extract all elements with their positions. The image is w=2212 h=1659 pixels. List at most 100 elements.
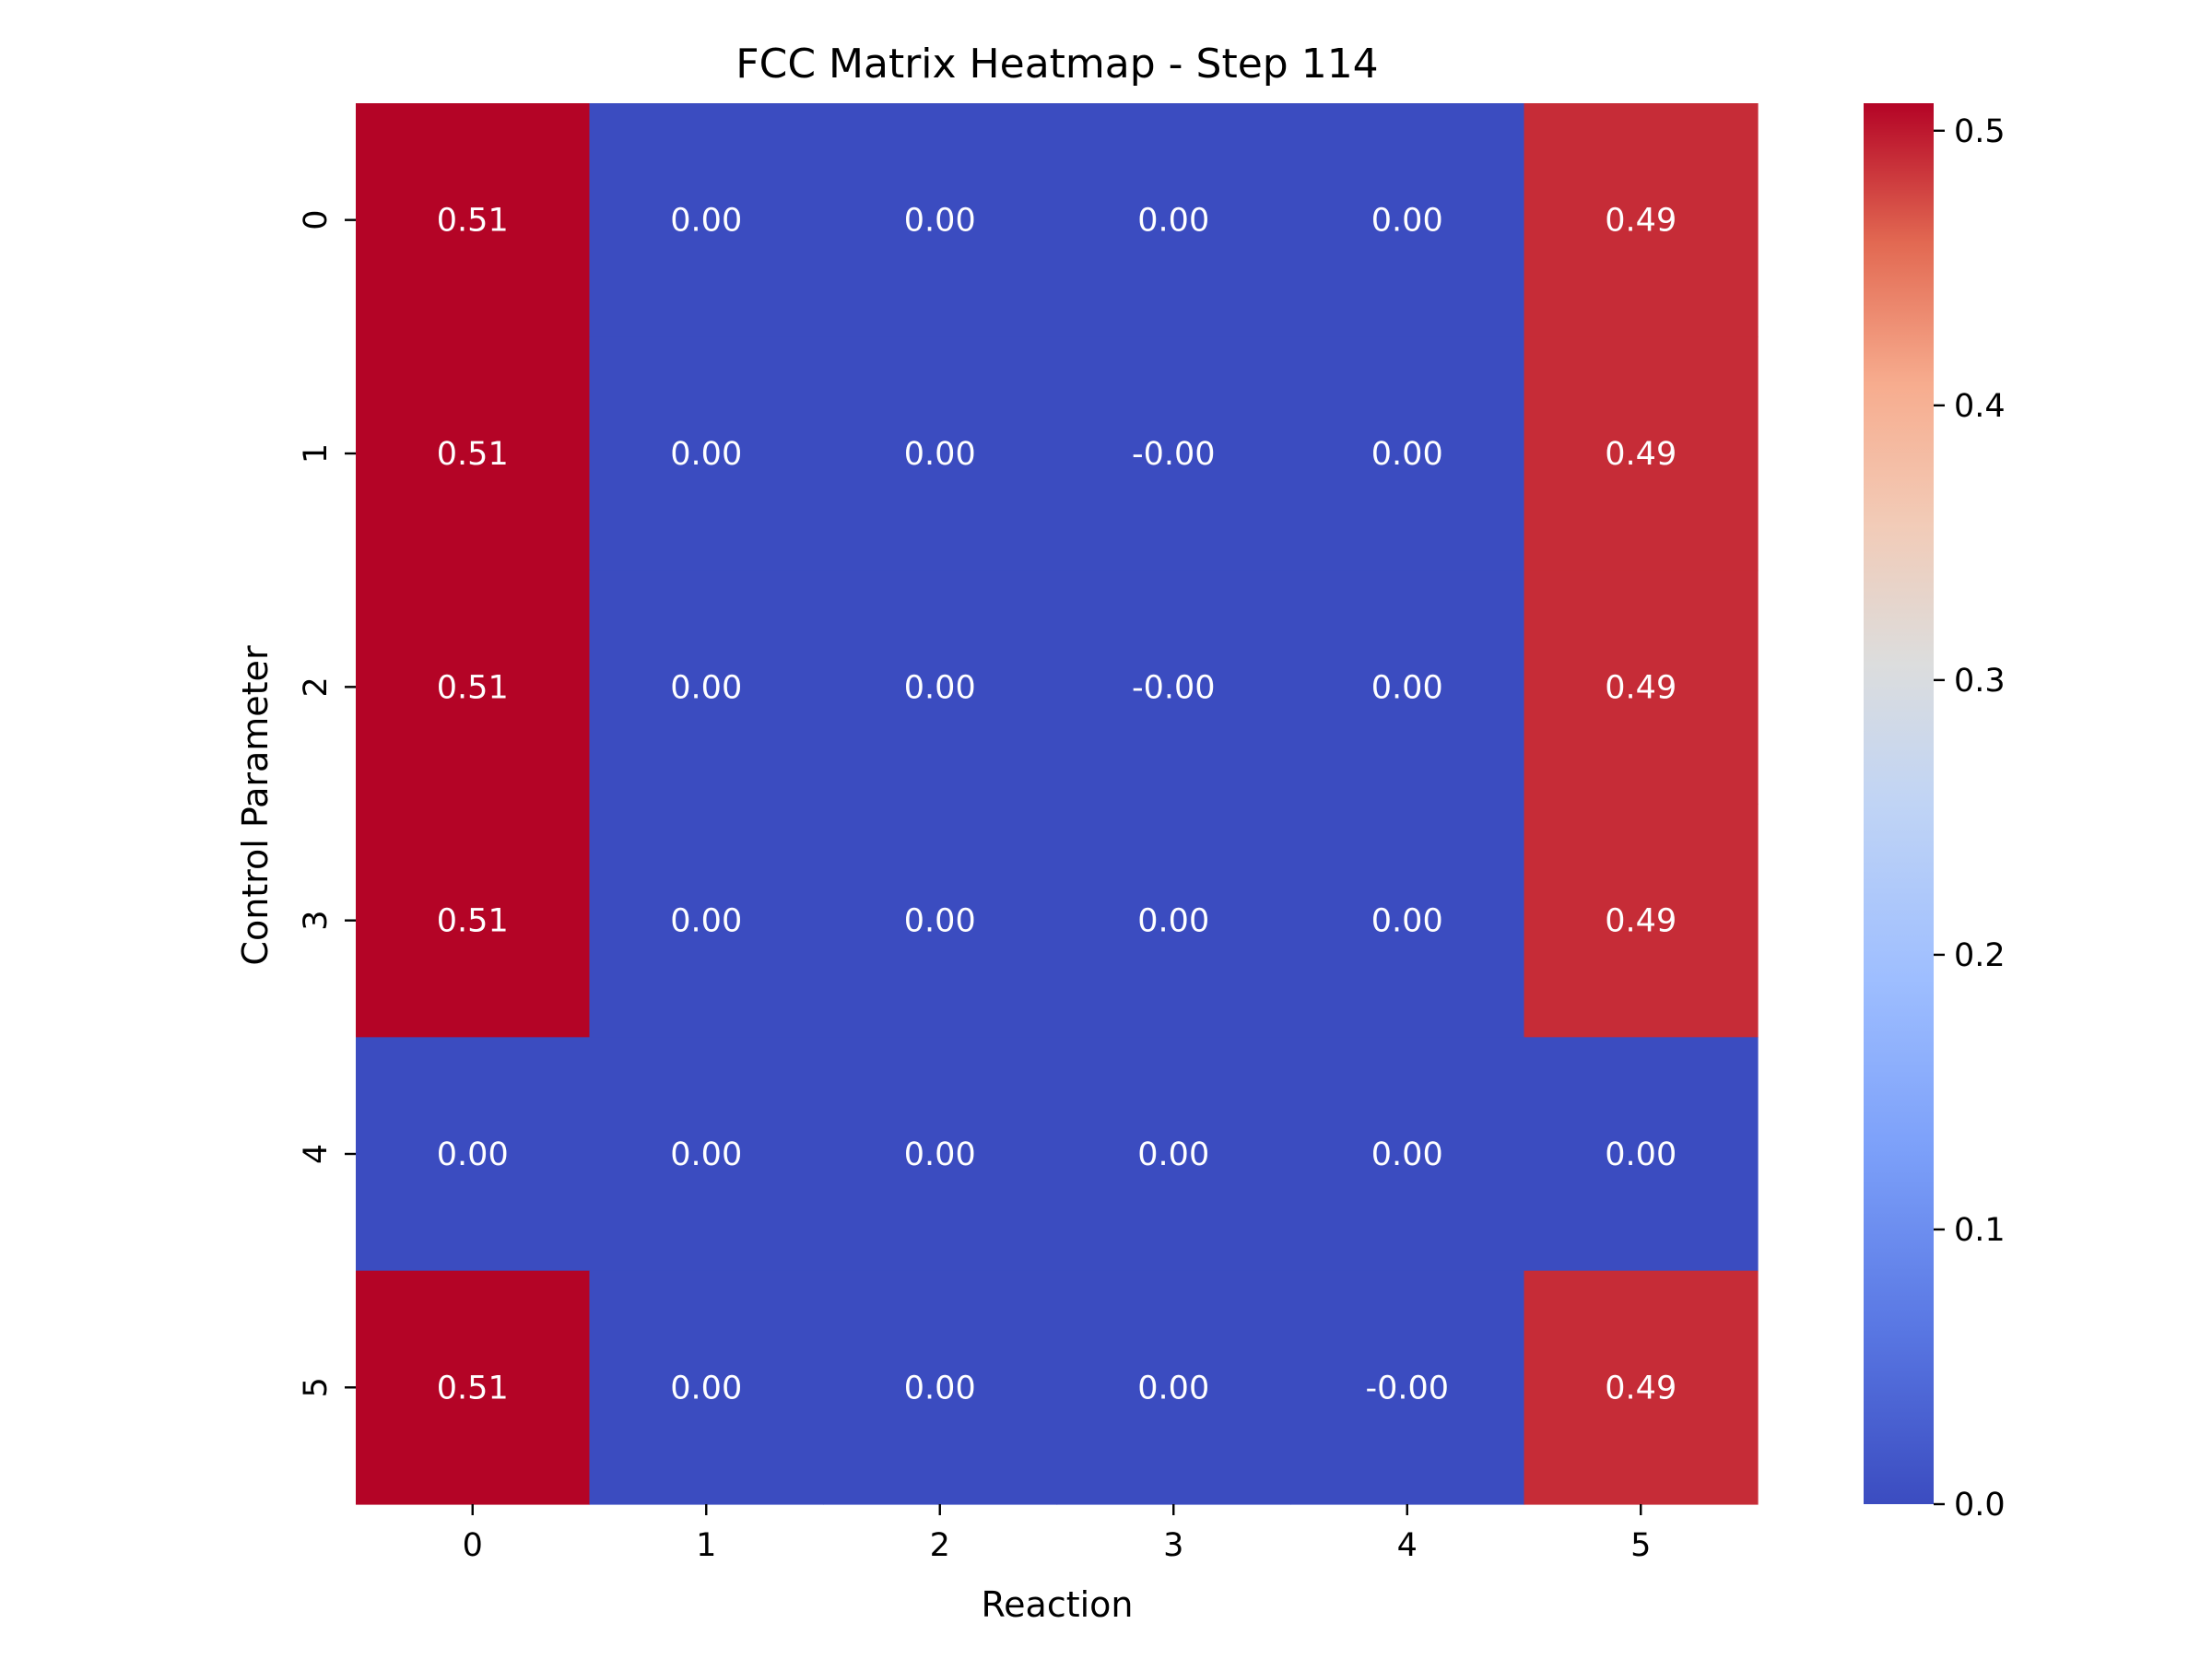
colorbar-tick-label-4: 0.4 (1954, 388, 2006, 425)
heatmap-cell-r0-c1 (589, 103, 824, 337)
colorbar-tick-label-0: 0.0 (1954, 1487, 2006, 1524)
heatmap-cell-r2-c2 (823, 570, 1058, 805)
colorbar (1864, 103, 1934, 1504)
cell-label-r3-c0: 0.51 (437, 903, 509, 940)
colorbar-tick-label-1: 0.1 (1954, 1212, 2006, 1249)
heatmap-cell-r5-c2 (823, 1270, 1058, 1505)
cell-label-r0-c4: 0.00 (1371, 203, 1443, 240)
heatmap-cell-r3-c3 (1056, 804, 1291, 1038)
heatmap-cell-r2-c1 (589, 570, 824, 805)
cell-label-r2-c0: 0.51 (437, 669, 509, 706)
heatmap-cell-r4-c1 (589, 1037, 824, 1272)
cell-label-r4-c5: 0.00 (1605, 1136, 1677, 1173)
cell-label-r2-c4: 0.00 (1371, 669, 1443, 706)
heatmap-cell-r3-c2 (823, 804, 1058, 1038)
cell-label-r0-c3: 0.00 (1137, 203, 1209, 240)
colorbar-tick-label-2: 0.2 (1954, 937, 2006, 974)
cell-label-r3-c3: 0.00 (1137, 903, 1209, 940)
cell-label-r5-c3: 0.00 (1137, 1370, 1209, 1406)
y-tick-label-4: 4 (298, 1144, 335, 1164)
heatmap-cell-r5-c4 (1290, 1270, 1525, 1505)
cell-label-r0-c0: 0.51 (437, 203, 509, 240)
x-tick-label-5: 5 (1630, 1527, 1651, 1564)
heatmap-cell-r4-c4 (1290, 1037, 1525, 1272)
heatmap-cell-r5-c1 (589, 1270, 824, 1505)
heatmap-cell-r3-c0 (356, 804, 591, 1038)
y-tick-label-2: 2 (298, 677, 335, 697)
x-axis-label: Reaction (981, 1584, 1133, 1625)
heatmap-cell-r4-c3 (1056, 1037, 1291, 1272)
heatmap-cell-labels: 0.51 0.00 0.00 0.00 0.00 0.49 0.51 0.00 0.00 -0.0… (437, 203, 1677, 1407)
cell-label-r1-c3: -0.00 (1132, 436, 1216, 473)
heatmap-cell-r5-c3 (1056, 1270, 1291, 1505)
cell-label-r5-c0: 0.51 (437, 1370, 509, 1406)
cell-label-r5-c5: 0.49 (1605, 1370, 1677, 1406)
x-axis-ticks: 0 1 2 3 4 5 (463, 1504, 1651, 1564)
colorbar-ticks: 0.0 0.1 0.2 0.3 0.4 0.5 (1934, 113, 2006, 1524)
cell-label-r3-c4: 0.00 (1371, 903, 1443, 940)
y-axis-label: Control Parameter (235, 645, 276, 966)
cell-label-r2-c3: -0.00 (1132, 669, 1216, 706)
x-tick-label-4: 4 (1397, 1527, 1418, 1564)
y-tick-label-3: 3 (298, 911, 335, 931)
heatmap-cell-r0-c2 (823, 103, 1058, 337)
y-tick-label-5: 5 (298, 1377, 335, 1397)
cell-label-r4-c0: 0.00 (437, 1136, 509, 1173)
heatmap-cell-r1-c5 (1524, 336, 1759, 571)
heatmap-cell-r0-c0 (356, 103, 591, 337)
heatmap-cell-r2-c4 (1290, 570, 1525, 805)
heatmap-cells (356, 103, 1759, 1505)
heatmap-cell-r0-c5 (1524, 103, 1759, 337)
cell-label-r2-c2: 0.00 (904, 669, 976, 706)
y-axis-ticks: 0 1 2 3 4 5 (298, 210, 356, 1397)
y-tick-label-1: 1 (298, 443, 335, 464)
cell-label-r0-c1: 0.00 (670, 203, 742, 240)
cell-label-r2-c1: 0.00 (670, 669, 742, 706)
cell-label-r3-c5: 0.49 (1605, 903, 1677, 940)
heatmap-cell-r1-c1 (589, 336, 824, 571)
cell-label-r4-c2: 0.00 (904, 1136, 976, 1173)
heatmap-cell-r3-c5 (1524, 804, 1759, 1038)
cell-label-r1-c4: 0.00 (1371, 436, 1443, 473)
x-tick-label-0: 0 (463, 1527, 483, 1564)
heatmap-cell-r3-c1 (589, 804, 824, 1038)
heatmap-cell-r4-c5 (1524, 1037, 1759, 1272)
heatmap-cell-r2-c3 (1056, 570, 1291, 805)
cell-label-r4-c3: 0.00 (1137, 1136, 1209, 1173)
heatmap-cell-r3-c4 (1290, 804, 1525, 1038)
cell-label-r5-c2: 0.00 (904, 1370, 976, 1406)
cell-label-r5-c4: -0.00 (1365, 1370, 1449, 1406)
heatmap-cell-r0-c4 (1290, 103, 1525, 337)
y-tick-label-0: 0 (298, 210, 335, 230)
cell-label-r3-c2: 0.00 (904, 903, 976, 940)
heatmap-cell-r0-c3 (1056, 103, 1291, 337)
colorbar-tick-label-5: 0.5 (1954, 113, 2006, 150)
cell-label-r1-c5: 0.49 (1605, 436, 1677, 473)
heatmap-cell-r5-c5 (1524, 1270, 1759, 1505)
cell-label-r0-c5: 0.49 (1605, 203, 1677, 240)
cell-label-r2-c5: 0.49 (1605, 669, 1677, 706)
heatmap-cell-r1-c2 (823, 336, 1058, 571)
cell-label-r1-c0: 0.51 (437, 436, 509, 473)
cell-label-r4-c4: 0.00 (1371, 1136, 1443, 1173)
heatmap-cell-r1-c0 (356, 336, 591, 571)
heatmap-cell-r1-c4 (1290, 336, 1525, 571)
cell-label-r4-c1: 0.00 (670, 1136, 742, 1173)
heatmap-cell-r2-c5 (1524, 570, 1759, 805)
x-tick-label-2: 2 (930, 1527, 950, 1564)
cell-label-r5-c1: 0.00 (670, 1370, 742, 1406)
cell-label-r1-c2: 0.00 (904, 436, 976, 473)
heatmap-cell-r5-c0 (356, 1270, 591, 1505)
x-tick-label-1: 1 (696, 1527, 716, 1564)
cell-label-r0-c2: 0.00 (904, 203, 976, 240)
heatmap-cell-r4-c2 (823, 1037, 1058, 1272)
cell-label-r3-c1: 0.00 (670, 903, 742, 940)
heatmap-cell-r1-c3 (1056, 336, 1291, 571)
cell-label-r1-c1: 0.00 (670, 436, 742, 473)
x-tick-label-3: 3 (1163, 1527, 1183, 1564)
colorbar-tick-label-3: 0.3 (1954, 663, 2006, 700)
heatmap-cell-r4-c0 (356, 1037, 591, 1272)
heatmap-cell-r2-c0 (356, 570, 591, 805)
chart-title: FCC Matrix Heatmap - Step 114 (735, 41, 1378, 88)
